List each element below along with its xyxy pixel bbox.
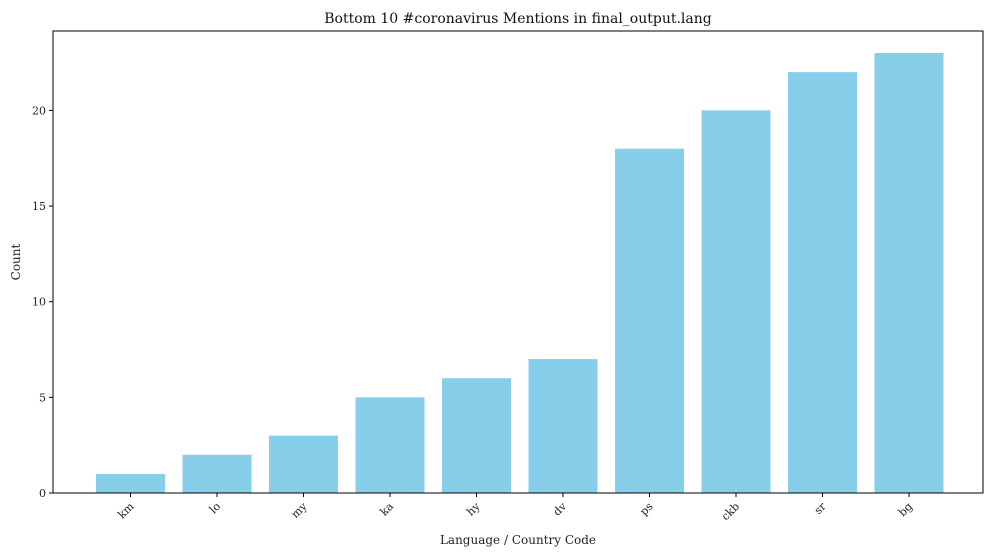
bar-lo	[182, 454, 252, 493]
chart-title: Bottom 10 #coronavirus Mentions in final…	[324, 11, 712, 27]
x-axis-label: Language / Country Code	[440, 533, 596, 547]
bar-ckb	[701, 110, 771, 493]
bar-hy	[442, 378, 511, 493]
plot-frame	[52, 30, 984, 494]
bar-ps	[615, 148, 684, 493]
bar-bg	[874, 53, 944, 493]
bar-dv	[528, 359, 598, 493]
bar-km	[96, 473, 165, 493]
y-axis-ticks: 0 5 10 15 20	[32, 104, 53, 500]
y-axis-label: Count	[9, 243, 23, 280]
bar-my	[269, 435, 338, 493]
y-tick-label-10: 10	[32, 296, 46, 309]
y-tick-label-15: 15	[32, 200, 46, 213]
y-tick-label-20: 20	[32, 104, 46, 117]
bar-sr	[788, 72, 857, 493]
bars-layer	[96, 53, 944, 493]
y-tick-label-0: 0	[39, 487, 46, 500]
y-tick-label-5: 5	[39, 391, 46, 404]
bar-ka	[355, 397, 425, 493]
